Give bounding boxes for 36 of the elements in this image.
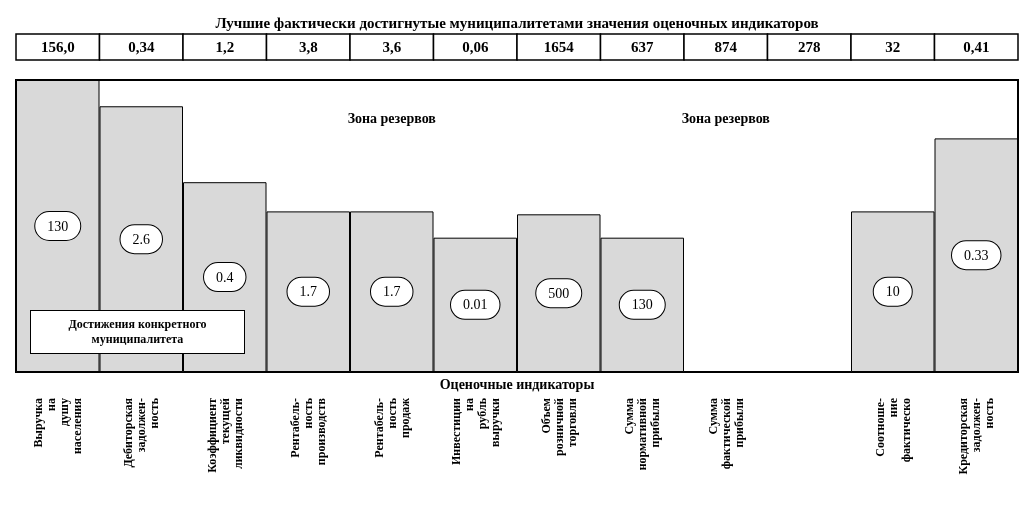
- annotation: 2.6: [132, 231, 150, 247]
- text: 156,0: [40, 39, 75, 55]
- text: 0,34: [128, 39, 155, 55]
- x-tick-label: Инвестиции на рубль выручки: [448, 397, 502, 466]
- text: 3,6: [382, 39, 402, 55]
- text: 0,06: [462, 39, 489, 55]
- annotation: 1.7: [383, 284, 401, 300]
- text: 0,41: [963, 39, 990, 55]
- x-tick-label: Объем розничной торговли: [538, 397, 579, 456]
- text: 3,8: [298, 39, 318, 55]
- x-tick-label: Выручка на душу населения: [31, 397, 85, 455]
- x-tick-label: Сумма фактической прибыли: [705, 397, 746, 470]
- x-tick-label: Дебиторская задолжен-ность: [121, 397, 162, 468]
- text: 1,2: [215, 39, 235, 55]
- annotation: Зона резервов: [347, 110, 437, 126]
- annotation: Зона резервов: [681, 110, 771, 126]
- text: 32: [885, 39, 901, 55]
- x-tick-label: Рентабель-ность продаж: [371, 397, 412, 458]
- text: 874: [714, 39, 738, 55]
- annotation: 130: [47, 218, 69, 234]
- annotation: 500: [548, 285, 570, 301]
- text: 637: [631, 39, 654, 55]
- annotation: 0.33: [964, 247, 989, 263]
- x-tick-label: Сумма нормативной прибыли: [622, 397, 663, 471]
- x-axis-title: Оценочные индикаторы: [439, 376, 595, 392]
- x-tick-label: Кредиторская задолжен-ность: [956, 397, 997, 475]
- annotation: 130: [631, 297, 653, 313]
- annotation: 1.7: [299, 284, 317, 300]
- x-tick-label: Соотноше-ние фактическо: [872, 397, 913, 463]
- chart-title: Лучшие фактически достигнутые муниципалитетами значения оценочных индикаторов: [215, 14, 819, 31]
- annotation: 10: [885, 284, 900, 300]
- caption-box: Достижения конкретного муниципалитета: [30, 310, 245, 354]
- text: 278: [798, 39, 821, 55]
- annotation: 0.4: [216, 269, 234, 285]
- text: 1654: [543, 39, 575, 55]
- annotation: 0.01: [463, 297, 488, 313]
